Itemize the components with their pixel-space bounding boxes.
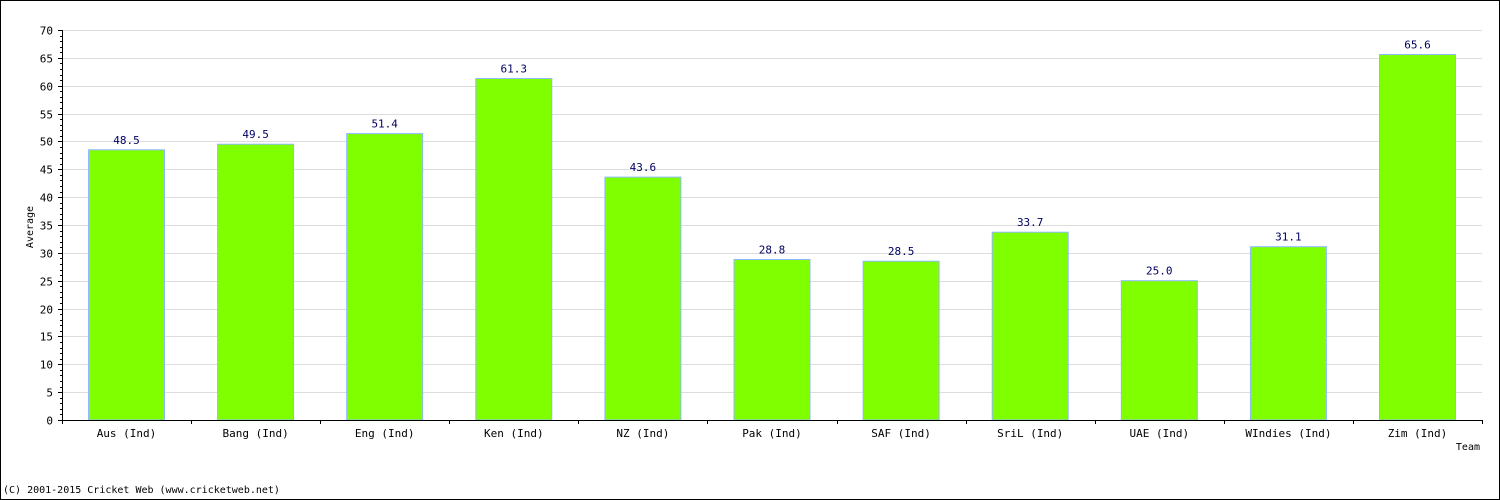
bar [862, 260, 940, 421]
value-label: 28.8 [759, 244, 786, 257]
value-label: 33.7 [1017, 216, 1044, 229]
axes [58, 30, 1483, 424]
x-tick-label: Eng (Ind) [355, 427, 415, 440]
y-tick-label: 20 [40, 304, 53, 317]
y-tick-label: 15 [40, 331, 53, 344]
y-tick-label: 10 [40, 359, 53, 372]
bar [1379, 54, 1456, 421]
bar [991, 231, 1069, 421]
bar [733, 259, 811, 421]
value-labels: 48.5 49.5 51.4 61.3 43.6 28.8 28.5 33.7 25.0 31.1… [113, 39, 1431, 278]
bar [1249, 246, 1327, 421]
x-tick-labels: Aus (Ind) Bang (Ind) Eng (Ind) Ken (Ind) NZ … [97, 427, 1448, 440]
x-tick-label: Pak (Ind) [742, 427, 802, 440]
y-tick-label: 45 [40, 164, 53, 177]
value-label: 51.4 [371, 118, 398, 131]
value-label: 31.1 [1275, 231, 1302, 244]
value-label: 49.5 [242, 128, 269, 141]
y-tick-label: 0 [46, 415, 53, 428]
y-tick-label: 5 [46, 387, 53, 400]
bar [217, 143, 295, 421]
y-axis-title: Average [25, 206, 36, 248]
y-tick-labels: 0 5 10 15 20 25 30 35 40 45 50 55 60 65 70 [40, 25, 53, 428]
bar [604, 176, 682, 421]
value-label: 43.6 [630, 161, 657, 174]
y-tick-label: 40 [40, 192, 53, 205]
bar [346, 133, 424, 421]
x-tick-label: SAF (Ind) [871, 427, 931, 440]
x-tick-label: NZ (Ind) [616, 427, 669, 440]
value-label: 48.5 [113, 134, 140, 147]
y-tick-label: 30 [40, 248, 53, 261]
y-tick-label: 25 [40, 276, 53, 289]
bar [88, 149, 165, 421]
x-tick-label: WIndies (Ind) [1245, 427, 1331, 440]
y-tick-label: 35 [40, 220, 53, 233]
x-tick-label: SriL (Ind) [997, 427, 1063, 440]
x-tick-label: Bang (Ind) [222, 427, 288, 440]
y-tick-label: 50 [40, 136, 53, 149]
x-tick-label: Aus (Ind) [97, 427, 157, 440]
x-tick-label: Ken (Ind) [484, 427, 544, 440]
y-tick-label: 65 [40, 53, 53, 66]
gridlines [62, 30, 1482, 393]
bar [475, 78, 553, 421]
y-tick-label: 55 [40, 109, 53, 122]
x-tick-label: UAE (Ind) [1129, 427, 1189, 440]
value-label: 28.5 [888, 245, 915, 258]
x-tick-label: Zim (Ind) [1388, 427, 1448, 440]
value-label: 65.6 [1404, 39, 1431, 52]
copyright-text: (C) 2001-2015 Cricket Web (www.cricketwe… [3, 485, 280, 496]
y-tick-label: 70 [40, 25, 53, 38]
y-tick-label: 60 [40, 81, 53, 94]
bar [1120, 280, 1198, 421]
bars [88, 54, 1456, 421]
value-label: 25.0 [1146, 265, 1173, 278]
value-label: 61.3 [501, 63, 528, 76]
x-axis-title: Team [1456, 442, 1480, 453]
